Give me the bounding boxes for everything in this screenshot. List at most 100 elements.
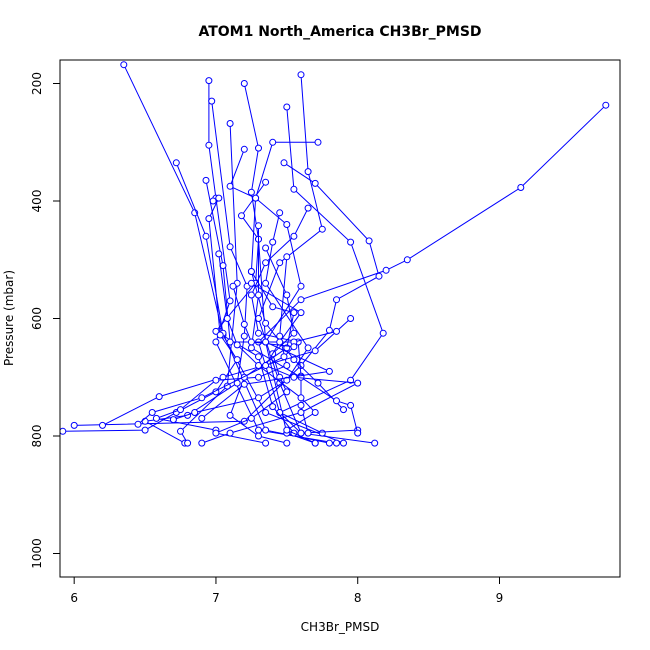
data-point <box>297 362 305 369</box>
x-tick-label: 6 <box>70 591 78 605</box>
data-point <box>99 421 106 429</box>
data-point <box>255 394 262 402</box>
y-tick-label: 200 <box>30 72 44 95</box>
data-point <box>152 414 160 422</box>
series-line <box>143 101 248 444</box>
series-line <box>215 181 295 434</box>
data-point <box>262 259 270 267</box>
data-point <box>297 296 305 304</box>
data-point <box>283 426 291 434</box>
data-point <box>311 439 319 447</box>
data-point <box>212 338 220 346</box>
data-point <box>283 388 291 396</box>
data-point <box>276 338 284 346</box>
data-point <box>304 204 312 212</box>
data-point <box>208 97 216 105</box>
plot-frame <box>59 59 621 578</box>
data-point <box>365 237 373 245</box>
data-point <box>247 291 255 299</box>
data-point <box>311 347 319 355</box>
data-point <box>226 297 234 305</box>
data-point <box>262 362 270 369</box>
data-point <box>283 362 291 369</box>
data-point <box>297 409 305 416</box>
series-layer <box>60 61 610 447</box>
data-point <box>191 409 199 416</box>
data-point <box>141 426 149 434</box>
data-point <box>371 439 379 447</box>
data-point <box>297 282 305 290</box>
y-axis-label: Pressure (mbar) <box>2 270 16 366</box>
data-point <box>134 420 142 428</box>
data-point <box>269 403 277 411</box>
data-point <box>255 432 262 440</box>
data-point <box>198 414 206 422</box>
data-point <box>205 141 213 149</box>
y-tick-label: 400 <box>30 190 44 213</box>
series-line <box>173 212 309 421</box>
data-point <box>333 296 340 304</box>
series-line <box>257 104 607 434</box>
data-point <box>240 145 248 153</box>
series-line <box>218 253 316 444</box>
data-point <box>340 406 347 414</box>
data-point <box>198 394 206 402</box>
data-point <box>347 315 355 322</box>
data-point <box>198 439 206 447</box>
y-axis: 200 400 600 800 1000 <box>30 72 61 569</box>
data-point <box>215 194 223 202</box>
data-point <box>262 439 270 447</box>
data-point <box>233 341 241 349</box>
data-point <box>226 411 234 419</box>
data-point <box>262 426 270 434</box>
data-point <box>280 353 288 361</box>
data-point <box>247 279 255 287</box>
data-point <box>240 320 248 328</box>
data-point <box>276 209 284 217</box>
data-point <box>290 373 298 381</box>
data-point <box>318 429 326 437</box>
data-point <box>333 327 340 335</box>
data-point <box>375 272 383 280</box>
series-line <box>278 106 384 434</box>
data-point <box>262 279 270 287</box>
data-point <box>347 401 355 409</box>
data-point <box>255 222 262 230</box>
data-point <box>219 373 227 381</box>
data-point <box>212 429 220 437</box>
data-point <box>202 176 210 184</box>
data-point <box>280 159 288 167</box>
data-point <box>314 379 322 387</box>
data-point <box>247 338 255 346</box>
series-line <box>102 180 351 426</box>
chart-title: ATOM1 North_America CH3Br_PMSD <box>198 24 481 40</box>
data-point <box>169 416 177 424</box>
data-point <box>304 344 312 352</box>
data-point <box>262 338 270 346</box>
data-point <box>314 138 322 146</box>
data-point <box>177 406 184 414</box>
data-point <box>347 238 355 246</box>
data-point <box>333 397 340 405</box>
data-point <box>283 253 291 261</box>
data-point <box>325 367 333 375</box>
data-point <box>247 188 255 196</box>
data-point <box>205 215 213 223</box>
data-point <box>202 232 210 240</box>
data-point <box>262 178 270 186</box>
data-point <box>283 221 291 228</box>
data-point <box>70 421 78 429</box>
data-point <box>290 185 298 193</box>
data-point <box>262 244 270 252</box>
data-point <box>290 309 298 317</box>
data-point <box>290 232 298 240</box>
data-point <box>403 256 411 264</box>
data-point <box>297 401 305 409</box>
x-tick-label: 7 <box>212 591 220 605</box>
data-point <box>269 303 277 311</box>
data-point <box>238 212 245 220</box>
data-point <box>602 101 610 109</box>
data-point <box>290 343 298 351</box>
data-point <box>297 309 305 317</box>
